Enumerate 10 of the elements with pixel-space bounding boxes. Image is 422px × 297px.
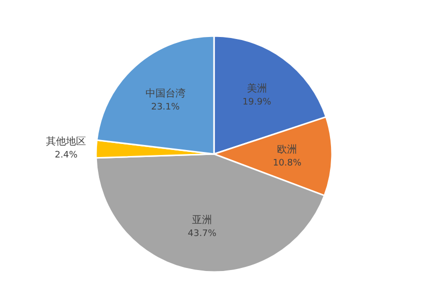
slice-label: 美洲 — [246, 82, 267, 95]
slice-label: 亚洲 — [192, 214, 212, 226]
data-label: 23.1% — [151, 102, 180, 112]
data-label: 10.8% — [272, 158, 302, 168]
slice-label: 其他地区 — [46, 136, 86, 148]
data-label: 19.9% — [242, 98, 272, 108]
slice-label: 中国台湾 — [145, 87, 186, 100]
data-label: 2.4% — [54, 150, 78, 161]
slice-label: 欧洲 — [277, 143, 298, 156]
data-label: 43.7% — [188, 229, 217, 240]
